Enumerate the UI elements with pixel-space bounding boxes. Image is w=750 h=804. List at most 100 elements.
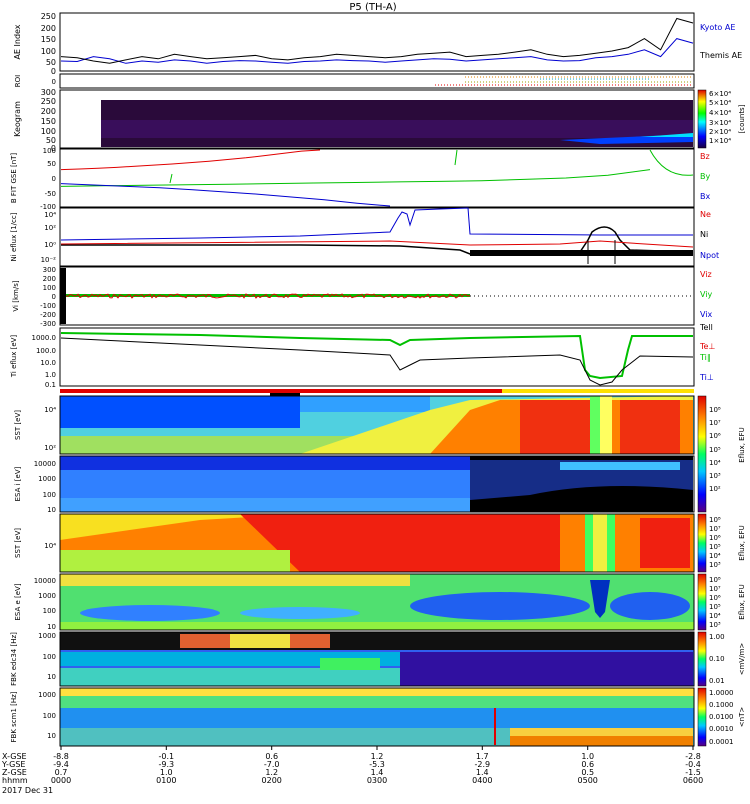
colorbar-sst-electron: 10⁸ 10⁷ 10⁶ 10⁵ 10⁴ 10³ Eflux, EFU <box>697 513 746 573</box>
xaxis-tick-label: -9.4 <box>53 760 69 769</box>
colorbar-sst-e-label: Eflux, EFU <box>738 525 746 560</box>
fbk-scm1-band <box>60 708 694 728</box>
density-yticks: 10⁴ 10² 10⁰ 10⁻² <box>41 211 57 264</box>
bfield-ytick: 0 <box>52 175 56 183</box>
sst-ion-ytick: 10⁴ <box>44 406 56 414</box>
roi-ylabel: ROI <box>14 75 22 87</box>
colorbar-esa-e-tick: 10⁵ <box>709 603 721 611</box>
velocity-ytick: -200 <box>40 311 56 319</box>
density-ytick: 10² <box>44 224 56 232</box>
keogram-band <box>101 120 693 138</box>
tell-series <box>60 337 694 386</box>
keogram-yticks: 300 250 200 150 100 50 0 <box>41 88 56 153</box>
xaxis-tick-label: 1.2 <box>371 752 384 761</box>
page-title: P5 (TH-A) <box>349 2 396 13</box>
xaxis-tick-label: 0.5 <box>581 768 594 777</box>
xaxis-tick-label: 0200 <box>262 776 282 785</box>
fbk-scm1-band <box>60 696 694 708</box>
xaxis-tick-label: -7.0 <box>264 760 280 769</box>
esa-electron-ytick: 10000 <box>34 577 56 585</box>
bz-series <box>60 149 321 171</box>
esa-electron-ytick: 10 <box>47 623 56 631</box>
esa-electron-ytick: 100 <box>43 607 56 615</box>
fbk-scm1-ytick: 10 <box>47 732 56 740</box>
bfield-ytick: -50 <box>45 190 56 198</box>
fbk-scm1-yticks: 1000 100 10 <box>38 691 56 740</box>
xaxis-tick-label: -0.1 <box>158 752 174 761</box>
colorbar-esa-e-tick: 10⁴ <box>709 612 721 620</box>
velocity-ytick: -100 <box>40 302 56 310</box>
panel-sst-electron: SST [eV] 10⁴ <box>14 513 695 573</box>
xaxis-tick-label: 1.4 <box>476 768 489 777</box>
density-ytick: 10⁻² <box>41 256 57 264</box>
panel-esa-ion: ESA i [eV] 10000 1000 100 10 <box>14 455 695 514</box>
keogram-cbar-tick: 5×10⁴ <box>709 99 731 107</box>
xaxis-tick-label: 0500 <box>578 776 598 785</box>
xaxis-tick-label: -9.3 <box>158 760 174 769</box>
panel-density: Ni eflux [1/cc] 10⁴ 10² 10⁰ 10⁻² Ne Ni N… <box>10 207 719 267</box>
keogram-ytick: 250 <box>41 97 56 106</box>
esa-electron-ytick: 1000 <box>38 592 56 600</box>
velocity-ylabel: Vi [km/s] <box>12 280 20 311</box>
bx-series <box>60 183 391 207</box>
keogram-cbar-tick: 2×10⁴ <box>709 128 731 136</box>
xaxis-tick-label: -2.9 <box>474 760 490 769</box>
sst-electron-green-band <box>60 550 290 572</box>
colorbar-sst-e-tick: 10⁴ <box>709 552 721 560</box>
colorbar-ion-tick: 10⁵ <box>709 446 721 454</box>
roi-ytick: 0 <box>52 78 56 86</box>
bfield-legend-bx: Bx <box>700 192 710 201</box>
fbk-edc34-ytick: 10 <box>47 673 56 681</box>
fbk-edc34-mid <box>60 652 400 666</box>
panel-sst-ion: SST [eV] 10⁴ 10² <box>14 395 695 455</box>
keogram-ytick: 300 <box>41 88 56 97</box>
colorbar-esa-e-label: Eflux, EFU <box>738 584 746 619</box>
bfield-ytick: 50 <box>47 160 56 168</box>
density-ytick: 10⁴ <box>44 211 56 219</box>
vix-noise <box>66 294 470 297</box>
velocity-legend-viy: Viy <box>700 290 713 299</box>
velocity-legend-viz: Viz <box>700 270 712 279</box>
panel-temperature: Ti eflux [eV] 1000.0 100.0 10.0 1.0 0.1 … <box>10 323 715 389</box>
ne-series <box>60 240 694 248</box>
xaxis-tick-label: 0100 <box>156 776 176 785</box>
density-legend-npot: Npot <box>700 251 719 260</box>
bfield-legend-by: By <box>700 172 710 181</box>
sst-ion-gap-stripe <box>600 396 612 454</box>
keogram-cbar-tick: 4×10⁴ <box>709 109 731 117</box>
ae-ytick: 200 <box>41 24 56 33</box>
colorbar-esa-e-tick: 10⁶ <box>709 594 721 602</box>
keogram-ytick: 0 <box>51 144 56 153</box>
density-ytick: 10⁰ <box>44 241 56 249</box>
xaxis-rowlabel-y: Y-GSE <box>1 760 25 769</box>
velocity-ytick: 200 <box>43 275 56 283</box>
keogram-ylabel: Keogram <box>13 101 22 137</box>
ni-series <box>61 226 694 255</box>
xaxis-tick-label: 0.6 <box>265 752 278 761</box>
esa-electron-lowband <box>60 622 694 630</box>
ae-kyoto-series <box>60 38 694 64</box>
colorbar-esa-e-tick: 10⁸ <box>709 576 721 584</box>
xaxis-tick-label: -5.3 <box>369 760 385 769</box>
esa-ion-arc <box>560 462 680 470</box>
xaxis-tick-label: 1.0 <box>160 768 173 777</box>
esa-electron-blob <box>610 592 690 620</box>
panel-velocity: Vi [km/s] 300 200 100 0 -100 -200 -300 V… <box>12 266 713 328</box>
fbk-scm1-top <box>60 688 694 696</box>
by-series <box>60 169 651 187</box>
density-legend-ni: Ni <box>700 230 708 239</box>
keogram-cbar-tick: 3×10⁴ <box>709 119 731 127</box>
velocity-ytick: 0 <box>52 293 56 301</box>
ae-legend-themis: Themis AE <box>699 51 742 60</box>
xaxis-tick-label: -8.8 <box>53 752 69 761</box>
panel-fbk-scm1: FBK scm1 [Hz] 1000 100 10 <box>10 687 695 747</box>
colorbar-ion-label: Eflux, EFU <box>738 427 746 462</box>
xaxis-ticks: -8.8-9.40.70000-0.1-9.31.001000.6-7.01.2… <box>51 746 703 785</box>
esa-ion-ytick: 10 <box>47 506 56 514</box>
xaxis-rowlabel-date: 2017 Dec 31 <box>2 786 53 795</box>
sst-electron-gap-stripe <box>593 514 607 572</box>
sst-ion-ytick: 10² <box>44 444 56 452</box>
xaxis-tick-label: 1.0 <box>581 752 594 761</box>
xaxis-tick-label: 0.6 <box>581 760 594 769</box>
